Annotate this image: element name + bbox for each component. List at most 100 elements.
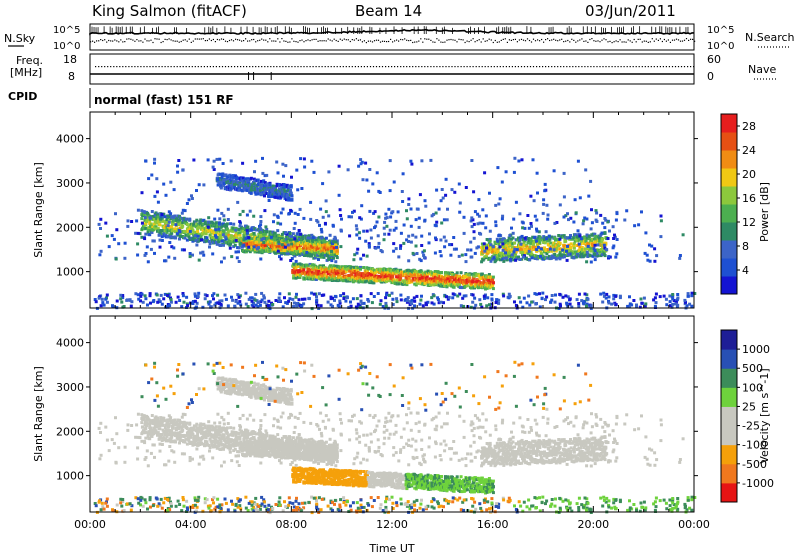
power-cell	[339, 208, 342, 211]
power-cell	[362, 178, 365, 181]
nave-point	[104, 66, 105, 67]
power-cell	[690, 294, 693, 297]
power-cell	[586, 251, 589, 254]
power-cell	[315, 295, 318, 298]
nave-point	[663, 66, 664, 67]
nsearch-label: N.Search	[745, 31, 795, 44]
power-cell	[278, 297, 281, 300]
power-cell	[559, 257, 562, 260]
power-cell	[582, 219, 585, 222]
power-cell	[111, 234, 114, 237]
nsky-tick-bottom: 10^0	[53, 41, 80, 52]
power-cell	[577, 160, 580, 163]
power-cell	[415, 295, 418, 298]
power-cell	[584, 293, 587, 296]
power-cell	[541, 292, 544, 295]
nave-point	[162, 66, 163, 67]
power-cell	[637, 223, 640, 226]
power-cell	[374, 210, 377, 213]
nsky-panel: N.Sky 10^5 10^0 10^5 10^0 N.Search	[4, 24, 795, 52]
nave-point	[119, 66, 120, 67]
power-cell	[117, 242, 120, 245]
power-cell	[495, 301, 498, 304]
power-cell	[367, 300, 370, 303]
power-cell	[204, 220, 207, 223]
power-cell	[546, 218, 549, 221]
power-cell	[665, 298, 668, 301]
power-cell	[614, 295, 617, 298]
power-cell	[623, 219, 626, 222]
colorbar-tick-label: 20	[742, 168, 756, 181]
nave-point	[524, 66, 525, 67]
nave-point	[639, 66, 640, 67]
power-cell	[412, 252, 415, 255]
power-cell	[361, 161, 364, 164]
nave-point	[155, 66, 156, 67]
power-cell	[216, 178, 219, 181]
colorbar-segment	[721, 204, 737, 223]
power-cell	[407, 197, 410, 200]
power-cell	[520, 243, 523, 246]
power-cell	[452, 236, 455, 239]
power-cell	[284, 246, 287, 249]
power-cell	[504, 251, 507, 254]
power-cell	[614, 256, 617, 259]
power-cell	[211, 252, 214, 255]
power-cell	[405, 209, 408, 212]
cpid-text: normal (fast) 151 RF	[94, 93, 234, 107]
nave-point	[681, 66, 682, 67]
nave-point	[310, 66, 311, 67]
power-cell	[281, 163, 284, 166]
power-cell	[108, 245, 111, 248]
colorbar-segment	[721, 240, 737, 259]
power-cell	[419, 303, 422, 306]
power-cell	[410, 163, 413, 166]
power-cell	[170, 298, 173, 301]
nave-point	[364, 66, 365, 67]
power-cell	[407, 203, 410, 206]
power-cell	[383, 227, 386, 230]
nave-point	[216, 66, 217, 67]
power-cell	[475, 246, 478, 249]
power-cell	[519, 301, 522, 304]
power-cell	[605, 248, 608, 251]
nave-point	[690, 66, 691, 67]
power-cell	[144, 216, 147, 219]
power-cell	[144, 297, 147, 300]
power-cell	[665, 303, 668, 306]
power-cell	[413, 296, 416, 299]
power-cell	[325, 210, 328, 213]
power-cell	[309, 201, 312, 204]
power-cell	[195, 219, 198, 222]
power-cell	[246, 232, 249, 235]
power-cell	[267, 300, 270, 303]
power-cell	[385, 293, 388, 296]
colorbar-segment	[721, 222, 737, 241]
freq-traces	[90, 66, 694, 80]
nave-point	[355, 66, 356, 67]
power-cell	[290, 192, 293, 195]
power-cell	[220, 212, 223, 215]
power-cell	[473, 230, 476, 233]
power-cell	[207, 216, 210, 219]
power-cell	[474, 304, 477, 307]
power-cell	[687, 295, 690, 298]
power-cell	[420, 295, 423, 298]
power-cell	[206, 294, 209, 297]
power-cell	[566, 245, 569, 248]
power-cell	[383, 221, 386, 224]
power-cell	[424, 219, 427, 222]
nave-point	[379, 66, 380, 67]
power-cell	[149, 302, 152, 305]
power-cell	[268, 199, 271, 202]
power-cell	[246, 214, 249, 217]
power-cell	[227, 218, 230, 221]
power-cell	[288, 292, 291, 295]
power-cell	[277, 171, 280, 174]
power-cell	[144, 254, 147, 257]
power-cell	[482, 222, 485, 225]
power-cell	[393, 181, 396, 184]
power-cell	[564, 294, 567, 297]
power-cell	[168, 241, 171, 244]
nave-point	[240, 66, 241, 67]
